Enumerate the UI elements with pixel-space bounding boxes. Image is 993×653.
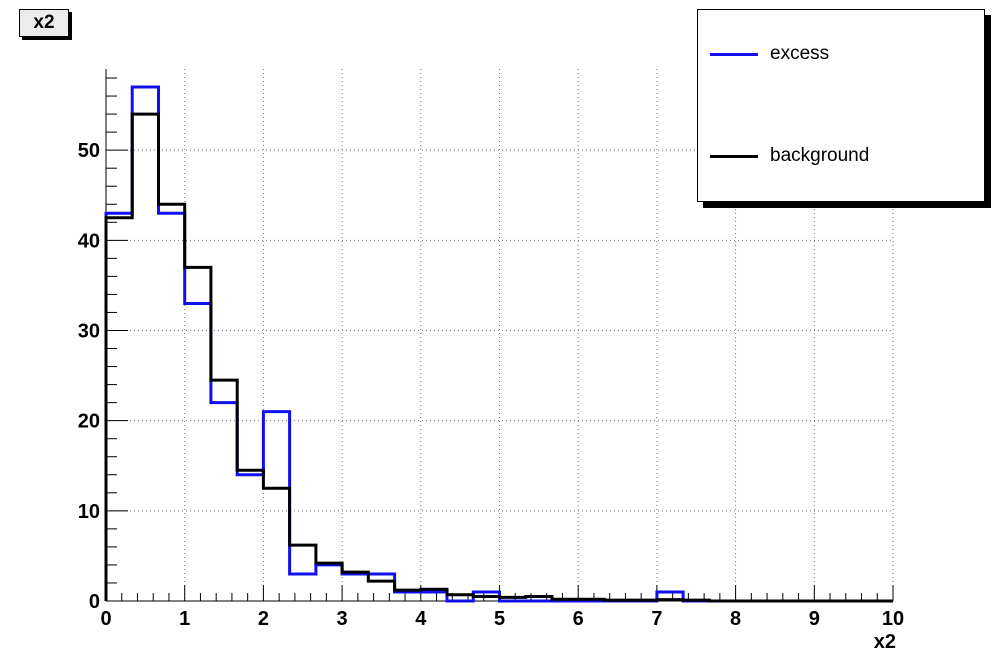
x-tick-label-0: 0: [100, 608, 111, 630]
x-tick-label-6: 6: [573, 608, 584, 630]
y-tick-label-30: 30: [78, 320, 100, 342]
x-tick-label-7: 7: [651, 608, 662, 630]
x-tick-label-10: 10: [882, 608, 904, 630]
histogram-series-background: [104, 112, 893, 603]
y-tick-label-0: 0: [89, 591, 100, 613]
x-tick-label-2: 2: [258, 608, 269, 630]
y-tick-label-20: 20: [78, 411, 100, 433]
y-tick-label-40: 40: [78, 230, 100, 252]
legend-line-background: [710, 154, 758, 158]
legend-entry-background: background: [710, 145, 869, 167]
histogram-title-box: x2: [19, 9, 69, 37]
x-tick-label-3: 3: [337, 608, 348, 630]
series-group: [104, 85, 893, 603]
x-tick-label-1: 1: [179, 608, 190, 630]
x-tick-label-4: 4: [415, 608, 427, 630]
histogram-title: x2: [33, 12, 55, 33]
x-tick-label-8: 8: [730, 608, 741, 630]
legend-label-excess: excess: [770, 43, 830, 64]
x-tick-label-5: 5: [494, 608, 505, 630]
legend: excess background: [697, 9, 985, 202]
x-tick-label-9: 9: [809, 608, 820, 630]
legend-entry-excess: excess: [710, 43, 829, 65]
y-tick-label-10: 10: [78, 501, 100, 523]
y-tick-label-50: 50: [78, 140, 100, 162]
x-axis-label: x2: [874, 631, 896, 653]
legend-label-background: background: [770, 145, 870, 166]
legend-line-excess: [710, 52, 758, 56]
